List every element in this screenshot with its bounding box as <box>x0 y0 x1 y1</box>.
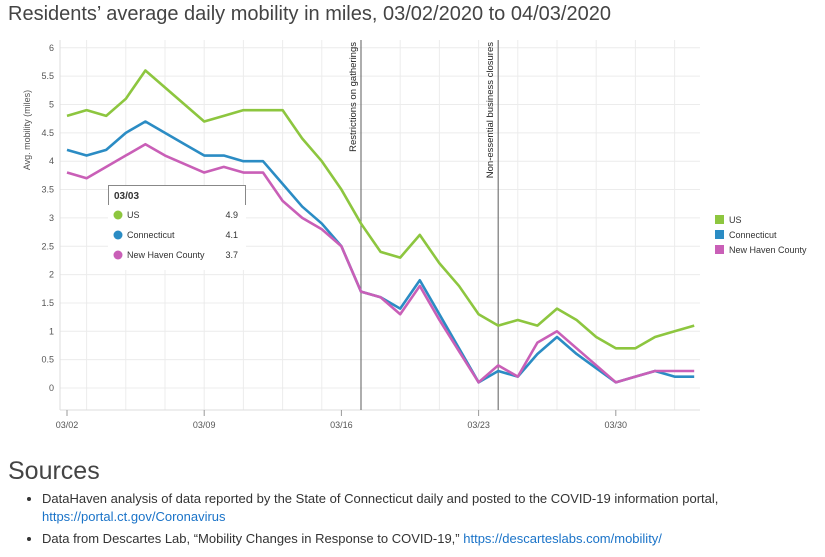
source-item: Data from Descartes Lab, “Mobility Chang… <box>42 530 822 548</box>
series-line-new-haven-county <box>66 142 695 384</box>
tooltip-series-name: Connecticut <box>127 230 175 240</box>
source-item: DataHaven analysis of data reported by t… <box>42 490 822 526</box>
y-tick-label: 3.5 <box>41 185 54 195</box>
series-line-us <box>66 69 695 350</box>
tooltip-series-name: New Haven County <box>127 250 205 260</box>
tooltip-value: 4.9 <box>225 210 238 220</box>
sources-heading: Sources <box>8 457 100 485</box>
x-tick-label: 03/23 <box>467 420 490 430</box>
source-link[interactable]: https://descarteslabs.com/mobility/ <box>463 531 662 546</box>
tooltip-marker <box>113 250 123 260</box>
annotation-label: Non-essential business closures <box>485 42 496 178</box>
source-link[interactable]: https://portal.ct.gov/Coronavirus <box>42 509 226 524</box>
x-tick-label: 03/30 <box>605 420 628 430</box>
y-axis-label: Avg. mobility (miles) <box>22 90 32 170</box>
y-tick-label: 1.5 <box>41 298 54 308</box>
tooltip-value: 3.7 <box>225 250 238 260</box>
legend-label: New Haven County <box>729 245 807 255</box>
tooltip-box <box>108 185 246 270</box>
y-tick-label: 6 <box>49 43 54 53</box>
y-tick-label: 4.5 <box>41 128 54 138</box>
legend-swatch <box>715 215 724 224</box>
y-tick-label: 1 <box>49 326 54 336</box>
tooltip-value: 4.1 <box>225 230 238 240</box>
tooltip-series-name: US <box>127 210 140 220</box>
y-tick-label: 3 <box>49 213 54 223</box>
y-tick-label: 0.5 <box>41 355 54 365</box>
y-tick-label: 0 <box>49 383 54 393</box>
x-tick-label: 03/02 <box>56 420 79 430</box>
y-tick-label: 5 <box>49 100 54 110</box>
tooltip-marker <box>113 230 123 240</box>
sources-list: DataHaven analysis of data reported by t… <box>22 490 822 552</box>
y-tick-label: 2 <box>49 270 54 280</box>
tooltip-date: 03/03 <box>114 191 139 202</box>
tooltip-border <box>108 185 246 205</box>
x-tick-label: 03/09 <box>193 420 216 430</box>
y-tick-label: 4 <box>49 156 54 166</box>
mobility-line-chart: 0 0.5 1 1.5 2 2.5 3 3.5 4 4.5 5 5.5 6 03/02 03/09 03/16… <box>22 40 807 430</box>
legend-swatch <box>715 230 724 239</box>
legend-label: Connecticut <box>729 230 777 240</box>
tooltip-marker <box>113 210 123 220</box>
y-tick-label: 5.5 <box>41 71 54 81</box>
page-title: Residents’ average daily mobility in mil… <box>8 3 611 25</box>
x-tick-label: 03/16 <box>330 420 353 430</box>
legend-swatch <box>715 245 724 254</box>
y-tick-label: 2.5 <box>41 241 54 251</box>
annotation-label: Restrictions on gatherings <box>348 42 359 152</box>
legend-label: US <box>729 215 742 225</box>
